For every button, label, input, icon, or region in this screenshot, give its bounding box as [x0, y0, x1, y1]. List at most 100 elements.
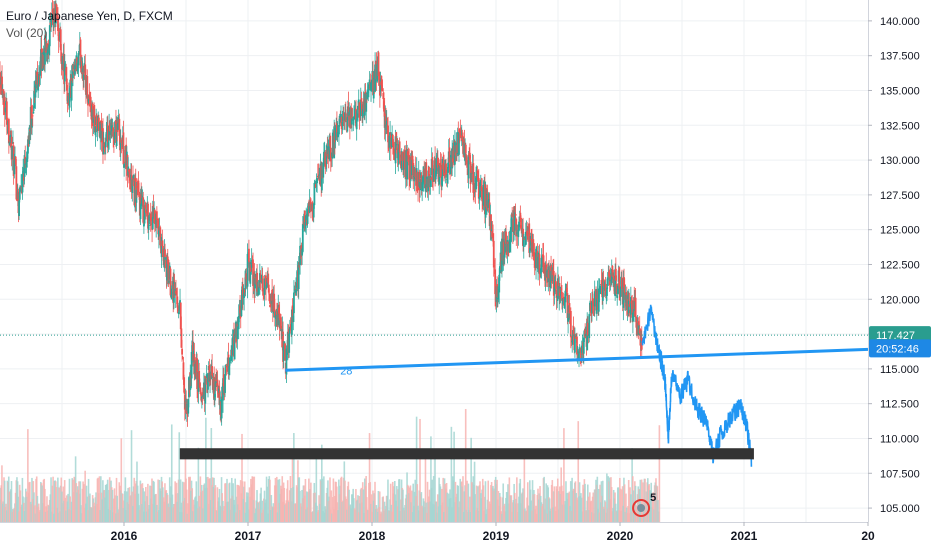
volume-bar — [378, 491, 381, 522]
candle-body — [211, 366, 214, 376]
volume-bar — [362, 489, 365, 522]
symbol-title[interactable]: Euro / Japanese Yen, D, FXCM — [6, 9, 173, 23]
candle-body — [365, 93, 368, 112]
volume-bar — [627, 479, 630, 522]
candle-body — [381, 88, 384, 92]
candle-body — [111, 125, 114, 127]
volume-bar — [387, 479, 389, 522]
candle-body — [390, 137, 393, 147]
candle-body — [25, 158, 28, 168]
candle-body — [214, 377, 217, 391]
candle-body — [312, 203, 315, 218]
volume-bar — [145, 486, 147, 522]
candle-body — [460, 130, 462, 138]
candle-body — [309, 200, 312, 207]
candle-body — [108, 122, 111, 132]
volume-bar — [398, 479, 401, 522]
candle-body — [275, 314, 278, 319]
countdown-badge — [869, 339, 931, 358]
volume-bar — [522, 488, 524, 522]
candle-body — [396, 144, 398, 146]
support-zone-rectangle[interactable] — [179, 448, 754, 460]
candle-body — [49, 22, 52, 25]
volume-bar — [121, 493, 124, 522]
volume-bar — [253, 476, 256, 522]
volume-bar — [236, 484, 239, 522]
volume-bar — [147, 483, 149, 522]
candle-body — [355, 118, 358, 130]
candle-body — [55, 5, 57, 24]
candle-body — [360, 97, 363, 103]
volume-bar — [247, 492, 249, 522]
candle-body — [492, 240, 495, 268]
candle-body — [23, 155, 26, 177]
volume-bar — [604, 501, 607, 522]
candle-body — [199, 387, 202, 395]
candle-body — [160, 237, 163, 258]
candle-body — [224, 374, 226, 393]
candle-body — [180, 328, 183, 348]
candle-body — [568, 303, 571, 318]
volume-bar — [179, 479, 182, 522]
candle-body — [11, 145, 14, 160]
candle-body — [447, 162, 449, 173]
candle-body — [115, 124, 118, 146]
price-tick-label: 137.500 — [880, 51, 920, 63]
time-tick-label: 2021 — [731, 529, 758, 543]
volume-bar — [17, 496, 20, 522]
candle-body — [157, 218, 160, 235]
candle-body — [18, 200, 20, 217]
candle-body — [268, 293, 271, 302]
candle-body — [132, 174, 135, 180]
trendline-label: 28 — [340, 365, 352, 377]
candle-body — [381, 85, 383, 89]
candle-body — [588, 314, 591, 339]
volume-indicator-label[interactable]: Vol (20) — [6, 26, 48, 40]
volume-bar — [601, 480, 604, 522]
volume-bar — [597, 488, 600, 522]
candle-body — [31, 115, 34, 117]
alert-badge[interactable]: 5 — [632, 492, 656, 517]
chart-legend: Euro / Japanese Yen, D, FXCM Vol (20) — [6, 8, 173, 42]
trendline[interactable] — [285, 347, 869, 372]
candle-body — [552, 271, 555, 296]
candle-body — [446, 174, 449, 184]
volume-bar — [619, 488, 622, 522]
candle-body — [183, 377, 186, 393]
candle-body — [15, 166, 18, 200]
candle-body — [376, 64, 379, 82]
candle-body — [60, 52, 63, 64]
candle-body — [52, 22, 55, 24]
candle-body — [366, 89, 369, 99]
candle-body — [243, 288, 246, 298]
volume-bar — [382, 496, 384, 522]
candle-body — [179, 302, 182, 330]
volume-bar — [10, 481, 13, 522]
candle-body — [600, 279, 603, 286]
volume-bar — [584, 483, 586, 522]
candle-body — [159, 227, 162, 246]
candle-body — [161, 240, 164, 247]
candle-body — [329, 147, 332, 162]
candle-body — [355, 108, 357, 127]
candle-body — [104, 141, 107, 148]
candle-body — [611, 265, 614, 277]
price-tick-label: 140.000 — [880, 16, 920, 28]
candle-body — [24, 156, 27, 164]
candle-body — [110, 125, 113, 132]
time-axis[interactable]: 2016 2017 2018 2019 2020 2021 20 — [111, 522, 875, 543]
candle-body — [105, 132, 108, 142]
candle-body — [323, 151, 325, 166]
candle-body — [109, 131, 112, 135]
tick-price-line — [641, 304, 753, 467]
volume-bar — [52, 476, 54, 522]
candle-body — [245, 273, 248, 280]
candle-body — [213, 393, 216, 398]
volume-bar — [67, 493, 69, 522]
candle-body — [57, 34, 60, 41]
candle-body — [112, 137, 115, 144]
volume-bar — [332, 478, 335, 522]
volume-bar — [306, 491, 308, 522]
